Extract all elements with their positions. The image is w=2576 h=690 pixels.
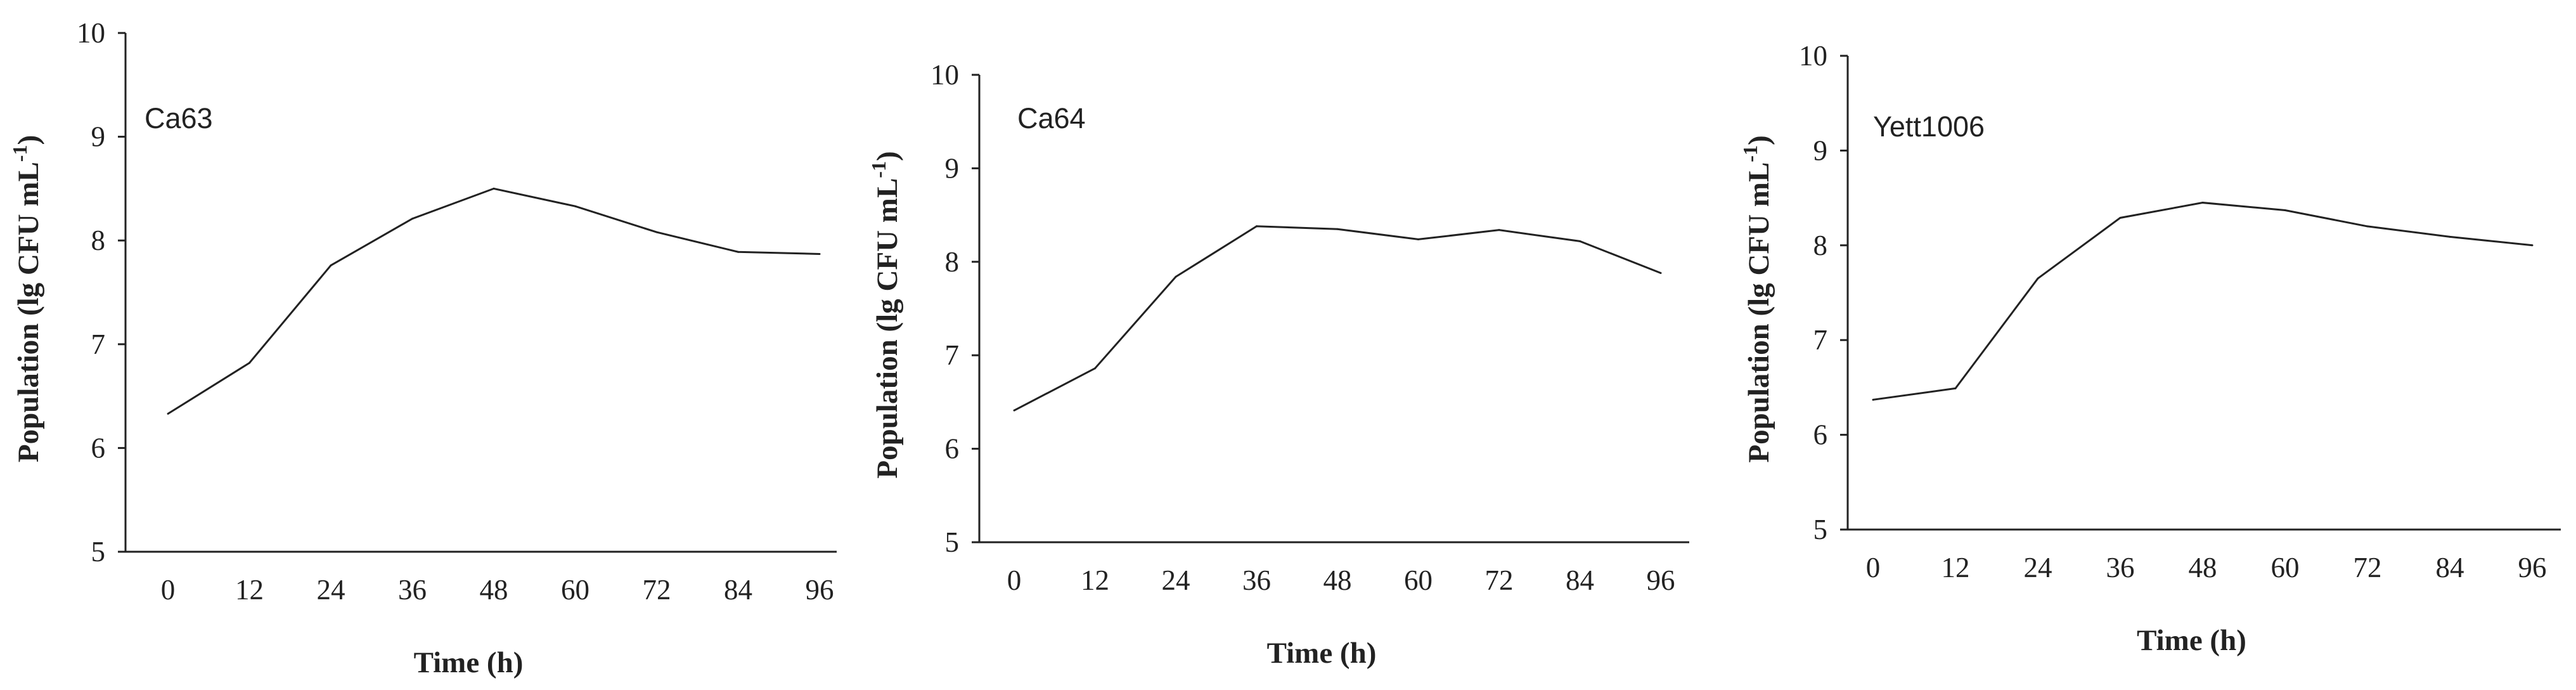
x-tick-label: 84 [1566,564,1594,596]
data-point [330,264,332,266]
x-tick-label: 48 [1323,564,1352,596]
y-axis-title: Population (lg CFU mL-1) [8,135,45,462]
data-point [2037,277,2039,280]
x-tick-label: 96 [806,574,834,606]
x-tick-label: 84 [724,574,752,606]
y-tick-label: 6 [1813,419,1828,451]
y-tick-label: 9 [945,152,960,184]
data-point [1659,271,1662,274]
y-tick-label: 5 [945,526,960,558]
y-tick-label: 9 [91,121,106,153]
y-tick-label: 7 [91,329,106,360]
chart-panel-1: 5 6 7 8 9 10 0 12 24 36 48 60 72 84 96 Ca63 Time (h) Popu… [8,17,837,679]
y-axis-title: Population (lg CFU mL-1) [1739,135,1775,462]
data-point [1094,367,1096,370]
x-tick-label: 60 [1404,564,1433,596]
x-axis-title: Time (h) [414,646,524,679]
y-tick-label: 5 [91,536,106,568]
x-tick-label: 72 [2354,552,2382,583]
data-point [1954,387,1957,389]
panel-annotation: Ca64 [1017,102,1086,134]
data-point [655,231,658,233]
data-point [574,205,576,207]
x-axis-title: Time (h) [2137,624,2246,657]
data-point [248,361,250,364]
x-tick-label: 84 [2436,552,2464,583]
y-tick-label: 7 [945,339,960,371]
data-point [2119,216,2122,219]
data-point [2201,202,2204,204]
y-tick-label: 6 [91,432,106,464]
data-point [411,218,413,220]
y-tick-label: 7 [1813,324,1828,356]
data-point [493,187,495,190]
y-tick-label: 10 [931,59,959,91]
x-tick-label: 24 [317,574,345,606]
x-tick-label: 72 [643,574,671,606]
data-point [2449,235,2451,238]
y-axis-title: Population (lg CFU mL-1) [867,151,904,478]
data-point [1256,225,1258,228]
data-point [2366,225,2369,228]
x-tick-label: 36 [1242,564,1271,596]
y-tick-label: 9 [1813,134,1828,166]
chart-panel-2: 5 6 7 8 9 10 0 12 24 36 48 60 72 84 96 Ca64 Time (h) Popu… [867,59,1689,670]
data-point [818,252,821,255]
x-tick-label: 12 [1081,564,1109,596]
series-line [167,187,820,415]
y-tick-label: 6 [945,433,960,465]
x-tick-label: 48 [480,574,508,606]
data-point [1175,275,1177,278]
data-point [737,251,739,253]
series-line [1014,225,1661,412]
data-point [1872,398,1874,401]
x-tick-label: 96 [1647,564,1675,596]
panel-annotation: Yett1006 [1873,110,1985,143]
x-tick-label: 48 [2189,552,2217,583]
x-axis-title: Time (h) [1267,637,1377,670]
data-point [1417,238,1419,240]
x-tick-label: 24 [1162,564,1190,596]
y-tick-label: 8 [945,246,960,278]
y-tick-label: 5 [1813,514,1828,545]
y-tick-label: 10 [77,17,105,49]
data-point [1336,228,1339,230]
series-line [1872,202,2533,401]
y-tick-label: 8 [1813,230,1828,261]
x-tick-label: 12 [235,574,264,606]
x-tick-label: 12 [1942,552,1970,583]
x-tick-label: 60 [561,574,589,606]
x-tick-label: 72 [1485,564,1514,596]
data-point [1498,229,1500,231]
x-tick-label: 0 [1866,552,1881,583]
panel-annotation: Ca63 [145,102,213,134]
y-tick-label: 8 [91,225,106,256]
data-point [1579,240,1581,242]
x-tick-label: 96 [2518,552,2547,583]
x-tick-label: 0 [161,574,176,606]
x-tick-label: 36 [2106,552,2135,583]
x-tick-label: 36 [398,574,427,606]
chart-panel-3: 5 6 7 8 9 10 0 12 24 36 48 60 72 84 96 Yett1006 Time (h)… [1739,40,2561,657]
data-point [167,412,169,415]
data-point [2284,209,2286,212]
data-point [2531,244,2534,247]
data-point [1013,409,1015,412]
x-tick-label: 0 [1007,564,1022,596]
x-tick-label: 60 [2271,552,2300,583]
x-tick-label: 24 [2024,552,2052,583]
y-tick-label: 10 [1799,40,1827,72]
